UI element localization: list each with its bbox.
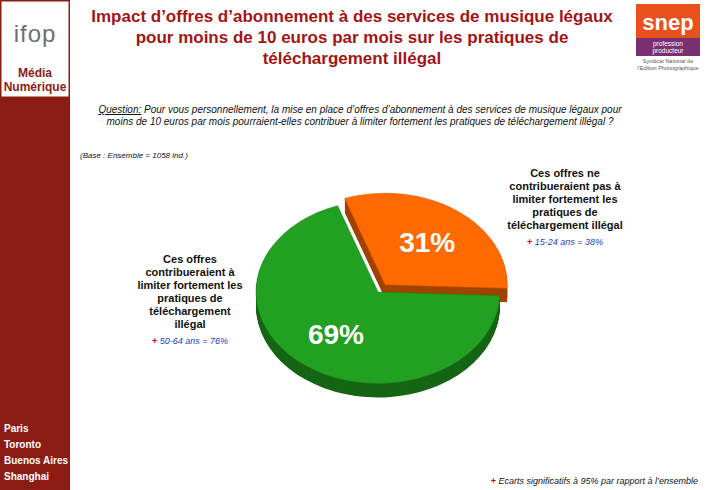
institute-logo: ifop — [14, 20, 57, 47]
annotation: + 15-24 ans = 38% — [527, 237, 603, 247]
partner-name: Syndicat National de — [643, 58, 693, 64]
partner-tagline: producteur — [652, 47, 684, 55]
chart-title: Impact d’offres d’abonnement à des servi… — [91, 7, 613, 26]
category-label: téléchargement illégal — [507, 219, 623, 231]
partner-logo: snep — [642, 10, 693, 35]
base-note: (Base : Ensemble = 1058 ind.) — [80, 151, 188, 160]
category-label: Ces offres ne — [530, 167, 600, 179]
sidebar — [0, 0, 70, 490]
office: Paris — [4, 423, 29, 434]
data-label: 69% — [308, 319, 364, 350]
chart-title: téléchargement illégal — [263, 49, 442, 68]
section-label: Numérique — [4, 80, 67, 94]
category-label: pratiques de — [532, 206, 597, 218]
annotation-text: 50-64 ans = 76% — [157, 336, 228, 346]
category-label: contribueraient à — [145, 266, 235, 278]
category-label: illégal — [174, 318, 205, 330]
question-label: Question: — [98, 104, 141, 115]
office: Buenos Aires — [4, 455, 69, 466]
category-label: contribueraient pas à — [509, 180, 621, 192]
category-label: téléchargement — [149, 305, 231, 317]
annotation-text: 15-24 ans = 38% — [532, 237, 603, 247]
chart-title: téléchargement illégal — [263, 49, 442, 68]
question: moins de 10 euros par mois pourraient-el… — [107, 116, 614, 127]
section-label: Numérique — [4, 80, 67, 94]
annotation: + 50-64 ans = 76% — [152, 336, 228, 346]
category-label: pratiques de — [157, 292, 222, 304]
slide: ifop MédiaNumérique Paris Toronto Buenos Air… — [0, 0, 707, 490]
footnote-text: Ecarts significatifs à 95% par rapport à… — [496, 476, 698, 486]
partner-logo-box — [636, 4, 700, 38]
category-label: Ces offres — [163, 253, 217, 265]
partner-name: l’Edition Phonographique — [637, 65, 698, 71]
chart-title: pour moins de 10 euros par mois sur les … — [136, 28, 569, 47]
plot-area — [256, 193, 507, 397]
category-label: contribueraient à — [145, 266, 235, 278]
category-label: Ces offres ne — [530, 167, 600, 179]
background — [0, 0, 707, 490]
category-label: illégal — [174, 318, 205, 330]
section-label: Média — [18, 66, 52, 80]
category-label: pratiques de — [157, 292, 222, 304]
category-label: limiter fortement les — [137, 279, 242, 291]
footnote: + Ecarts significatifs à 95% par rapport… — [491, 476, 698, 486]
partner-name: l’Edition Phonographique — [637, 65, 698, 71]
slice — [345, 193, 507, 288]
office: Shanghai — [4, 471, 49, 482]
category-label: limiter fortement les — [512, 193, 617, 205]
category-label: limiter fortement les — [137, 279, 242, 291]
partner-tagline: producteur — [652, 47, 684, 55]
question: Question: Pour vous personnellement, la … — [98, 104, 622, 115]
category-label: Ces offres — [163, 253, 217, 265]
partner-name: Syndicat National de — [643, 58, 693, 64]
logo-panel — [1, 1, 69, 97]
question: Pour vous personnellement, la mise en pl… — [141, 104, 622, 115]
section-label: Média — [18, 66, 52, 80]
data-label: 31% — [399, 227, 455, 258]
category-label: contribueraient pas à — [509, 180, 621, 192]
category-label: pratiques de — [532, 206, 597, 218]
chart-title: pour moins de 10 euros par mois sur les … — [136, 28, 569, 47]
category-label: limiter fortement les — [512, 193, 617, 205]
category-label: téléchargement — [149, 305, 231, 317]
office: Toronto — [4, 439, 41, 450]
chart-title: Impact d’offres d’abonnement à des servi… — [91, 7, 613, 26]
question: moins de 10 euros par mois pourraient-el… — [107, 116, 614, 127]
category-label: téléchargement illégal — [507, 219, 623, 231]
partner-tagline-box — [636, 38, 700, 56]
